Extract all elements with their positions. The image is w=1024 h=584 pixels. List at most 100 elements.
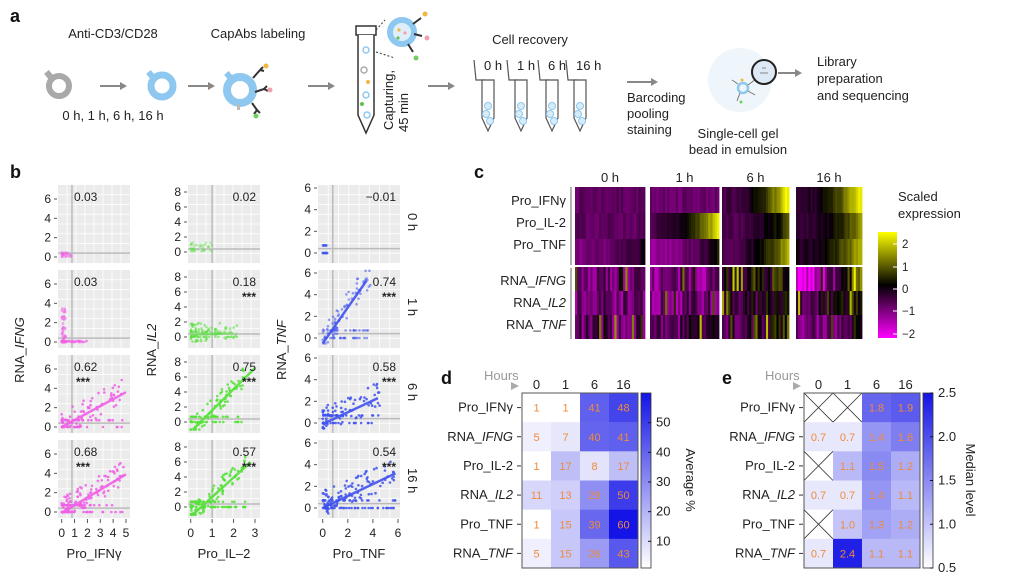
heatmap-cell [757,213,761,239]
heatmap-cell [780,267,784,291]
heatmap-cell [802,213,805,239]
data-point [69,500,72,504]
data-point [383,469,387,472]
regression-line [191,367,256,431]
data-point [326,414,329,417]
heatmap-cell [826,315,830,339]
heatmap-cell [654,267,657,291]
data-point [61,416,64,420]
data-point [228,327,232,330]
data-point [325,251,328,255]
heatmap-cell [714,239,718,265]
heatmap-cell [770,267,773,291]
heatmap-row-label-gene: IFNG [535,273,566,288]
data-point [323,244,327,247]
heatmap-cell [784,213,788,239]
capture-tube-icon [355,11,430,135]
data-point [87,418,90,422]
heatmap-row-label: RNA_IFNG [729,429,795,444]
heatmap-cell [601,213,604,239]
heatmap-cell [640,239,644,265]
heatmap-cell [826,291,830,315]
heatmap-cell [845,291,848,315]
data-point [61,255,65,258]
heatmap-cell [634,239,637,265]
heatmap-cell [640,315,644,339]
data-point [235,420,239,424]
heatmap-cell [618,291,622,315]
data-point [60,309,64,312]
heatmap-cell [768,291,771,315]
heatmap-cell [855,315,859,339]
heatmap-cell [575,315,578,339]
data-point [60,327,64,331]
data-point [66,254,69,258]
heatmap-cell [770,239,773,265]
heatmap-cell [857,291,861,315]
heatmap-cell [833,291,836,315]
data-point [370,404,374,408]
data-point [323,251,326,255]
heatmap-cell [826,213,830,239]
data-point [393,499,397,502]
column-hour-label: 6 [873,377,880,392]
heatmap-cell [654,213,657,239]
data-point [363,329,367,332]
significance-stars: *** [382,460,396,474]
data-point [354,487,358,491]
heatmap-row-label-prefix: RNA_ [729,429,764,444]
data-point [363,396,366,399]
data-point [385,506,389,510]
heatmap-cell [749,267,752,291]
heatmap-cell [629,213,633,239]
heatmap-cell [654,291,657,315]
heatmap-cell [816,239,820,265]
cell-value: 7 [562,432,568,444]
heatmap-cell [610,239,613,265]
arrowhead-icon [120,82,127,90]
data-point [227,335,231,339]
data-point [345,316,349,320]
heatmap-cell [522,393,552,423]
heatmap-row-label: RNA_TNF [453,545,514,560]
heatmap-cell [579,187,582,213]
heatmap-cell [634,213,637,239]
heatmap-cell [818,187,822,213]
y-tick-label: 4 [44,466,51,480]
heatmap-cell [686,213,690,239]
heatmap-cell [610,315,613,339]
data-point [233,500,236,504]
heatmap-cell [804,187,807,213]
heatmap-cell [669,291,672,315]
data-point [212,484,216,488]
heatmap-cell [675,187,679,213]
data-point [75,422,78,425]
heatmap-cell [716,267,720,291]
data-point [65,418,68,422]
heatmap-cell [636,239,639,265]
cell-value: 1.2 [898,461,913,473]
column-hour-label: 16 [898,377,912,392]
heatmap-cell [614,213,617,239]
heatmap-cell [820,187,824,213]
data-point [192,247,196,251]
data-point [382,506,385,510]
data-point [331,421,335,425]
cell-value: 1.1 [840,461,855,473]
heatmap-cell [665,315,668,339]
heatmap-cell [831,315,834,339]
heatmap-cell [808,239,811,265]
heatmap-cell [610,291,613,315]
y-axis-title-prefix: RNA_ [144,341,159,376]
heatmap-cell [706,187,709,213]
y-tick-label: 4 [304,458,311,472]
data-point [353,506,357,510]
data-point [322,251,326,255]
cell-value: 1.6 [898,432,913,444]
data-point [215,415,218,419]
data-point [353,398,357,402]
